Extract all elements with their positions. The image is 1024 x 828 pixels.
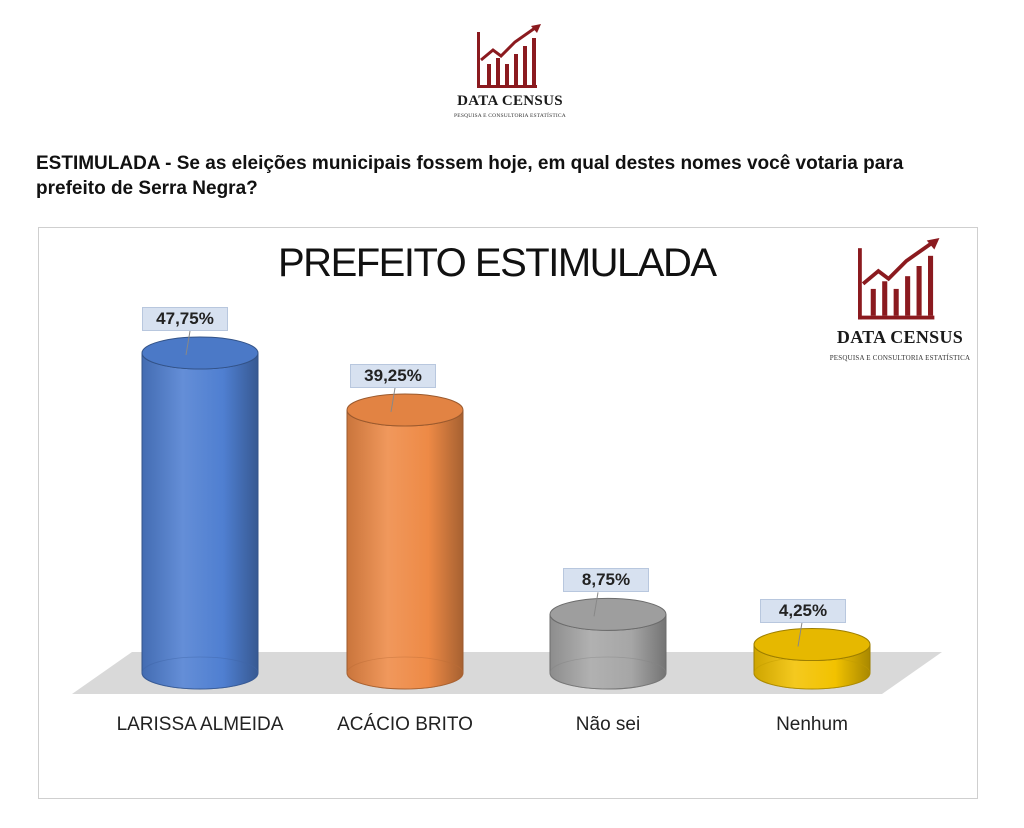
brand-tagline: PESQUISA E CONSULTORIA ESTATÍSTICA <box>829 354 971 362</box>
data-label-leader-3 <box>797 622 803 647</box>
data-label-leader-1 <box>390 387 396 413</box>
bar-base-1 <box>346 656 464 690</box>
brand-logo-top: DATA CENSUS PESQUISA E CONSULTORIA ESTAT… <box>430 24 590 120</box>
brand-name: DATA CENSUS <box>836 327 964 347</box>
bar-top-1 <box>346 393 464 427</box>
data-label-leader-2 <box>593 592 599 617</box>
bar-top-2 <box>549 597 667 631</box>
bar-base-0 <box>141 656 259 690</box>
brand-tagline: PESQUISA E CONSULTORIA ESTATÍSTICA <box>454 113 566 119</box>
category-label: LARISSA ALMEIDA <box>116 714 284 735</box>
bar-top-3 <box>753 628 871 662</box>
rising-bar-chart-arrow-icon <box>858 238 940 320</box>
bar-0 <box>141 352 259 690</box>
data-label: 8,75% <box>563 568 649 593</box>
brand-name: DATA CENSUS <box>457 93 563 109</box>
chart-floor <box>72 652 942 694</box>
data-label-leader-0 <box>185 330 191 356</box>
category-label: ACÁCIO BRITO <box>337 714 473 735</box>
data-label: 4,25% <box>760 598 846 623</box>
data-label: 47,75% <box>142 307 228 331</box>
brand-logo-chart: DATA CENSUS PESQUISA E CONSULTORIA ESTAT… <box>790 238 1010 362</box>
bar-top-0 <box>141 336 259 370</box>
category-label: Nenhum <box>776 714 848 735</box>
chart-title: PREFEITO ESTIMULADA <box>278 241 717 285</box>
category-label: Não sei <box>575 714 641 735</box>
bar-base-2 <box>549 656 667 690</box>
rising-bar-chart-arrow-icon <box>477 24 541 88</box>
survey-question: ESTIMULADA - Se as eleições municipais f… <box>36 153 904 199</box>
data-label: 39,25% <box>350 363 436 388</box>
bar-1 <box>346 409 464 690</box>
